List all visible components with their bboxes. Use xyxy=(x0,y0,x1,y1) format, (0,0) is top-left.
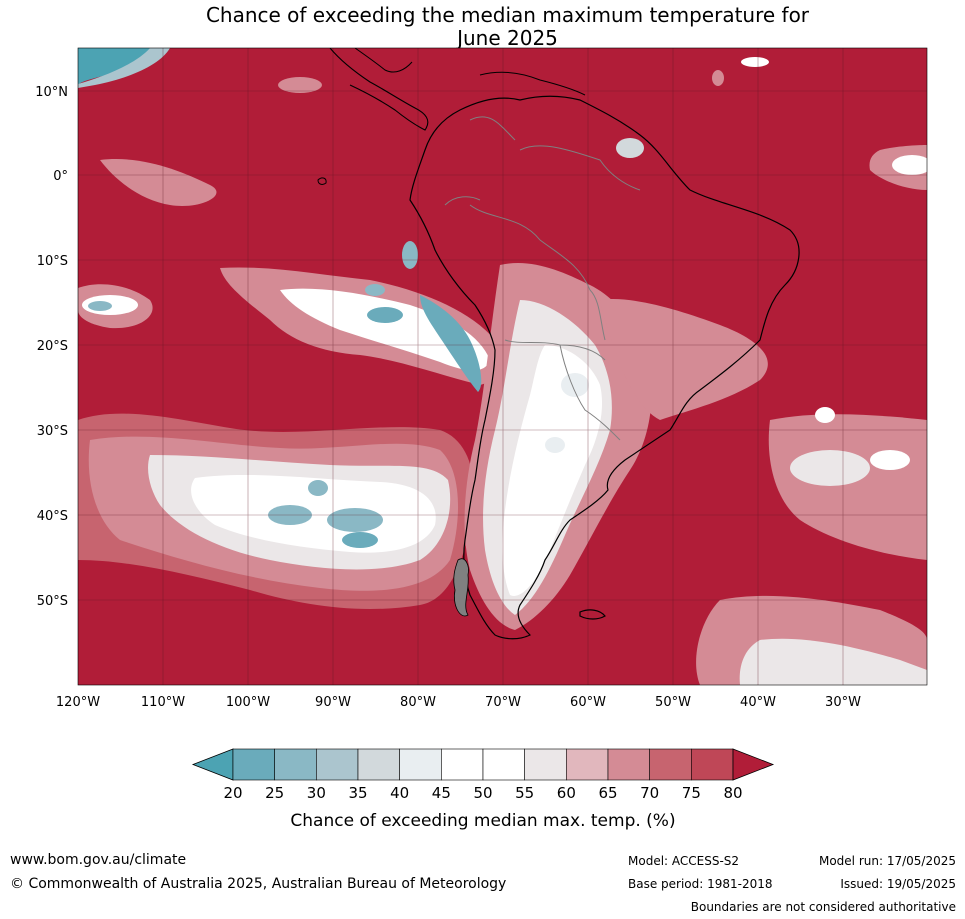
field-southern-ocean-60 xyxy=(739,638,927,685)
field-pacific-cool-f xyxy=(402,241,418,269)
field-atlantic-north-white xyxy=(741,57,769,67)
country-borders xyxy=(444,116,641,441)
falklands xyxy=(579,609,606,620)
field-east-pacific-band-white xyxy=(280,288,490,371)
field-nw-cool-edge xyxy=(78,48,170,88)
website-link[interactable]: www.bom.gov.au/climate xyxy=(10,852,187,868)
lon-label: 30°W xyxy=(825,695,861,710)
field-pacific-cool-g xyxy=(365,284,385,296)
colorbar-tick-label: 35 xyxy=(348,784,367,802)
field-chaco-cool xyxy=(561,373,589,397)
caribbean-coastline xyxy=(479,71,586,96)
model-run-date: Model run: 17/05/2025 xyxy=(818,854,956,868)
field-pacific-cool-e xyxy=(367,307,403,323)
field-peru-coast-cool xyxy=(420,295,482,392)
field-central-america-warm xyxy=(278,77,322,93)
colorbar: 20 25 30 35 40 45 50 55 60 65 70 75 80 xyxy=(191,748,775,802)
field-pacific-cool-c xyxy=(342,532,378,548)
field-guyana-cool xyxy=(616,138,644,158)
lon-label: 120°W xyxy=(56,695,100,710)
field-pacific-cool-d xyxy=(308,480,328,496)
colorbar-tick-label: 80 xyxy=(723,784,742,802)
colorbar-tick-label: 25 xyxy=(265,784,284,802)
lat-label: 30°S xyxy=(37,424,68,439)
field-equatorial-streak xyxy=(100,159,217,206)
colorbar-swatch xyxy=(482,748,525,781)
chile-fjords xyxy=(453,558,469,617)
colorbar-tick-label: 55 xyxy=(515,784,534,802)
field-south-atlantic-east-60 xyxy=(790,450,870,486)
colorbar-swatch xyxy=(607,748,650,781)
colorbar-swatch xyxy=(566,748,609,781)
colorbar-swatch xyxy=(691,748,734,781)
colorbar-tick-label: 50 xyxy=(473,784,492,802)
colorbar-tick-label: 45 xyxy=(432,784,451,802)
lat-label: 40°S xyxy=(37,509,68,524)
lon-label: 50°W xyxy=(655,695,691,710)
field-south-atlantic-spot xyxy=(815,407,835,423)
lat-label: 0° xyxy=(53,169,68,184)
lat-labels: 10°N 0° 10°S 20°S 30°S 40°S 50°S xyxy=(35,85,68,609)
lon-label: 40°W xyxy=(740,695,776,710)
field-west-pacific-cool xyxy=(88,301,112,311)
colorbar-swatch xyxy=(232,748,275,781)
model-name: Model: ACCESS-S2 xyxy=(628,854,740,868)
lat-label: 10°S xyxy=(37,254,68,269)
field-south-atlantic-east-white xyxy=(870,450,910,470)
lon-label: 110°W xyxy=(141,695,185,710)
field-east-atlantic-white xyxy=(892,155,927,175)
map-title: Chance of exceeding the median maximum t… xyxy=(0,4,965,50)
colorbar-extend-low xyxy=(191,748,234,781)
colorbar-swatch xyxy=(649,748,692,781)
colorbar-tick-label: 20 xyxy=(223,784,242,802)
colorbar-swatch xyxy=(524,748,567,781)
colorbar-label: Chance of exceeding median max. temp. (%… xyxy=(290,811,675,831)
lon-labels: 120°W 110°W 100°W 90°W 80°W 70°W 60°W 50… xyxy=(56,695,861,710)
lon-label: 60°W xyxy=(570,695,606,710)
title-line-2: June 2025 xyxy=(457,26,558,50)
lat-label: 50°S xyxy=(37,594,68,609)
galapagos xyxy=(317,177,327,185)
colorbar-swatch xyxy=(399,748,442,781)
colorbar-swatch xyxy=(441,748,484,781)
colorbar-tick-label: 70 xyxy=(640,784,659,802)
colorbar-tick-label: 75 xyxy=(682,784,701,802)
colorbar-tick-label: 30 xyxy=(307,784,326,802)
lon-label: 70°W xyxy=(485,695,521,710)
lat-label: 10°N xyxy=(35,85,68,100)
yucatan-coastline xyxy=(354,48,413,73)
graticule xyxy=(78,48,927,685)
lon-label: 80°W xyxy=(400,695,436,710)
colorbar-tick-label: 65 xyxy=(598,784,617,802)
issued-date: Issued: 19/05/2025 xyxy=(840,877,956,891)
field-southern-cone-white xyxy=(502,345,603,596)
field-south-pacific-white xyxy=(191,474,436,553)
title-line-1: Chance of exceeding the median maximum t… xyxy=(205,3,810,27)
lat-label: 20°S xyxy=(37,339,68,354)
map-field xyxy=(78,48,927,685)
lon-label: 100°W xyxy=(226,695,270,710)
field-pacific-cool-b xyxy=(327,508,383,532)
field-se-brazil-70 xyxy=(600,299,768,420)
colorbar-tick-label: 40 xyxy=(390,784,409,802)
colorbar-swatch xyxy=(274,748,317,781)
colorbar-swatch xyxy=(316,748,359,781)
central-america-coastline xyxy=(329,48,429,131)
south-america-coastline xyxy=(409,95,800,640)
field-pampas-cool xyxy=(545,437,565,453)
copyright-notice: © Commonwealth of Australia 2025, Austra… xyxy=(10,876,507,892)
colorbar-tick-label: 60 xyxy=(557,784,576,802)
field-atlantic-north-warm xyxy=(712,70,724,86)
map-frame xyxy=(77,47,928,686)
colorbar-swatch xyxy=(357,748,400,781)
lon-label: 90°W xyxy=(315,695,351,710)
boundary-disclaimer: Boundaries are not considered authoritat… xyxy=(690,900,956,914)
colorbar-extend-high xyxy=(732,748,775,781)
base-period: Base period: 1981-2018 xyxy=(628,877,773,891)
